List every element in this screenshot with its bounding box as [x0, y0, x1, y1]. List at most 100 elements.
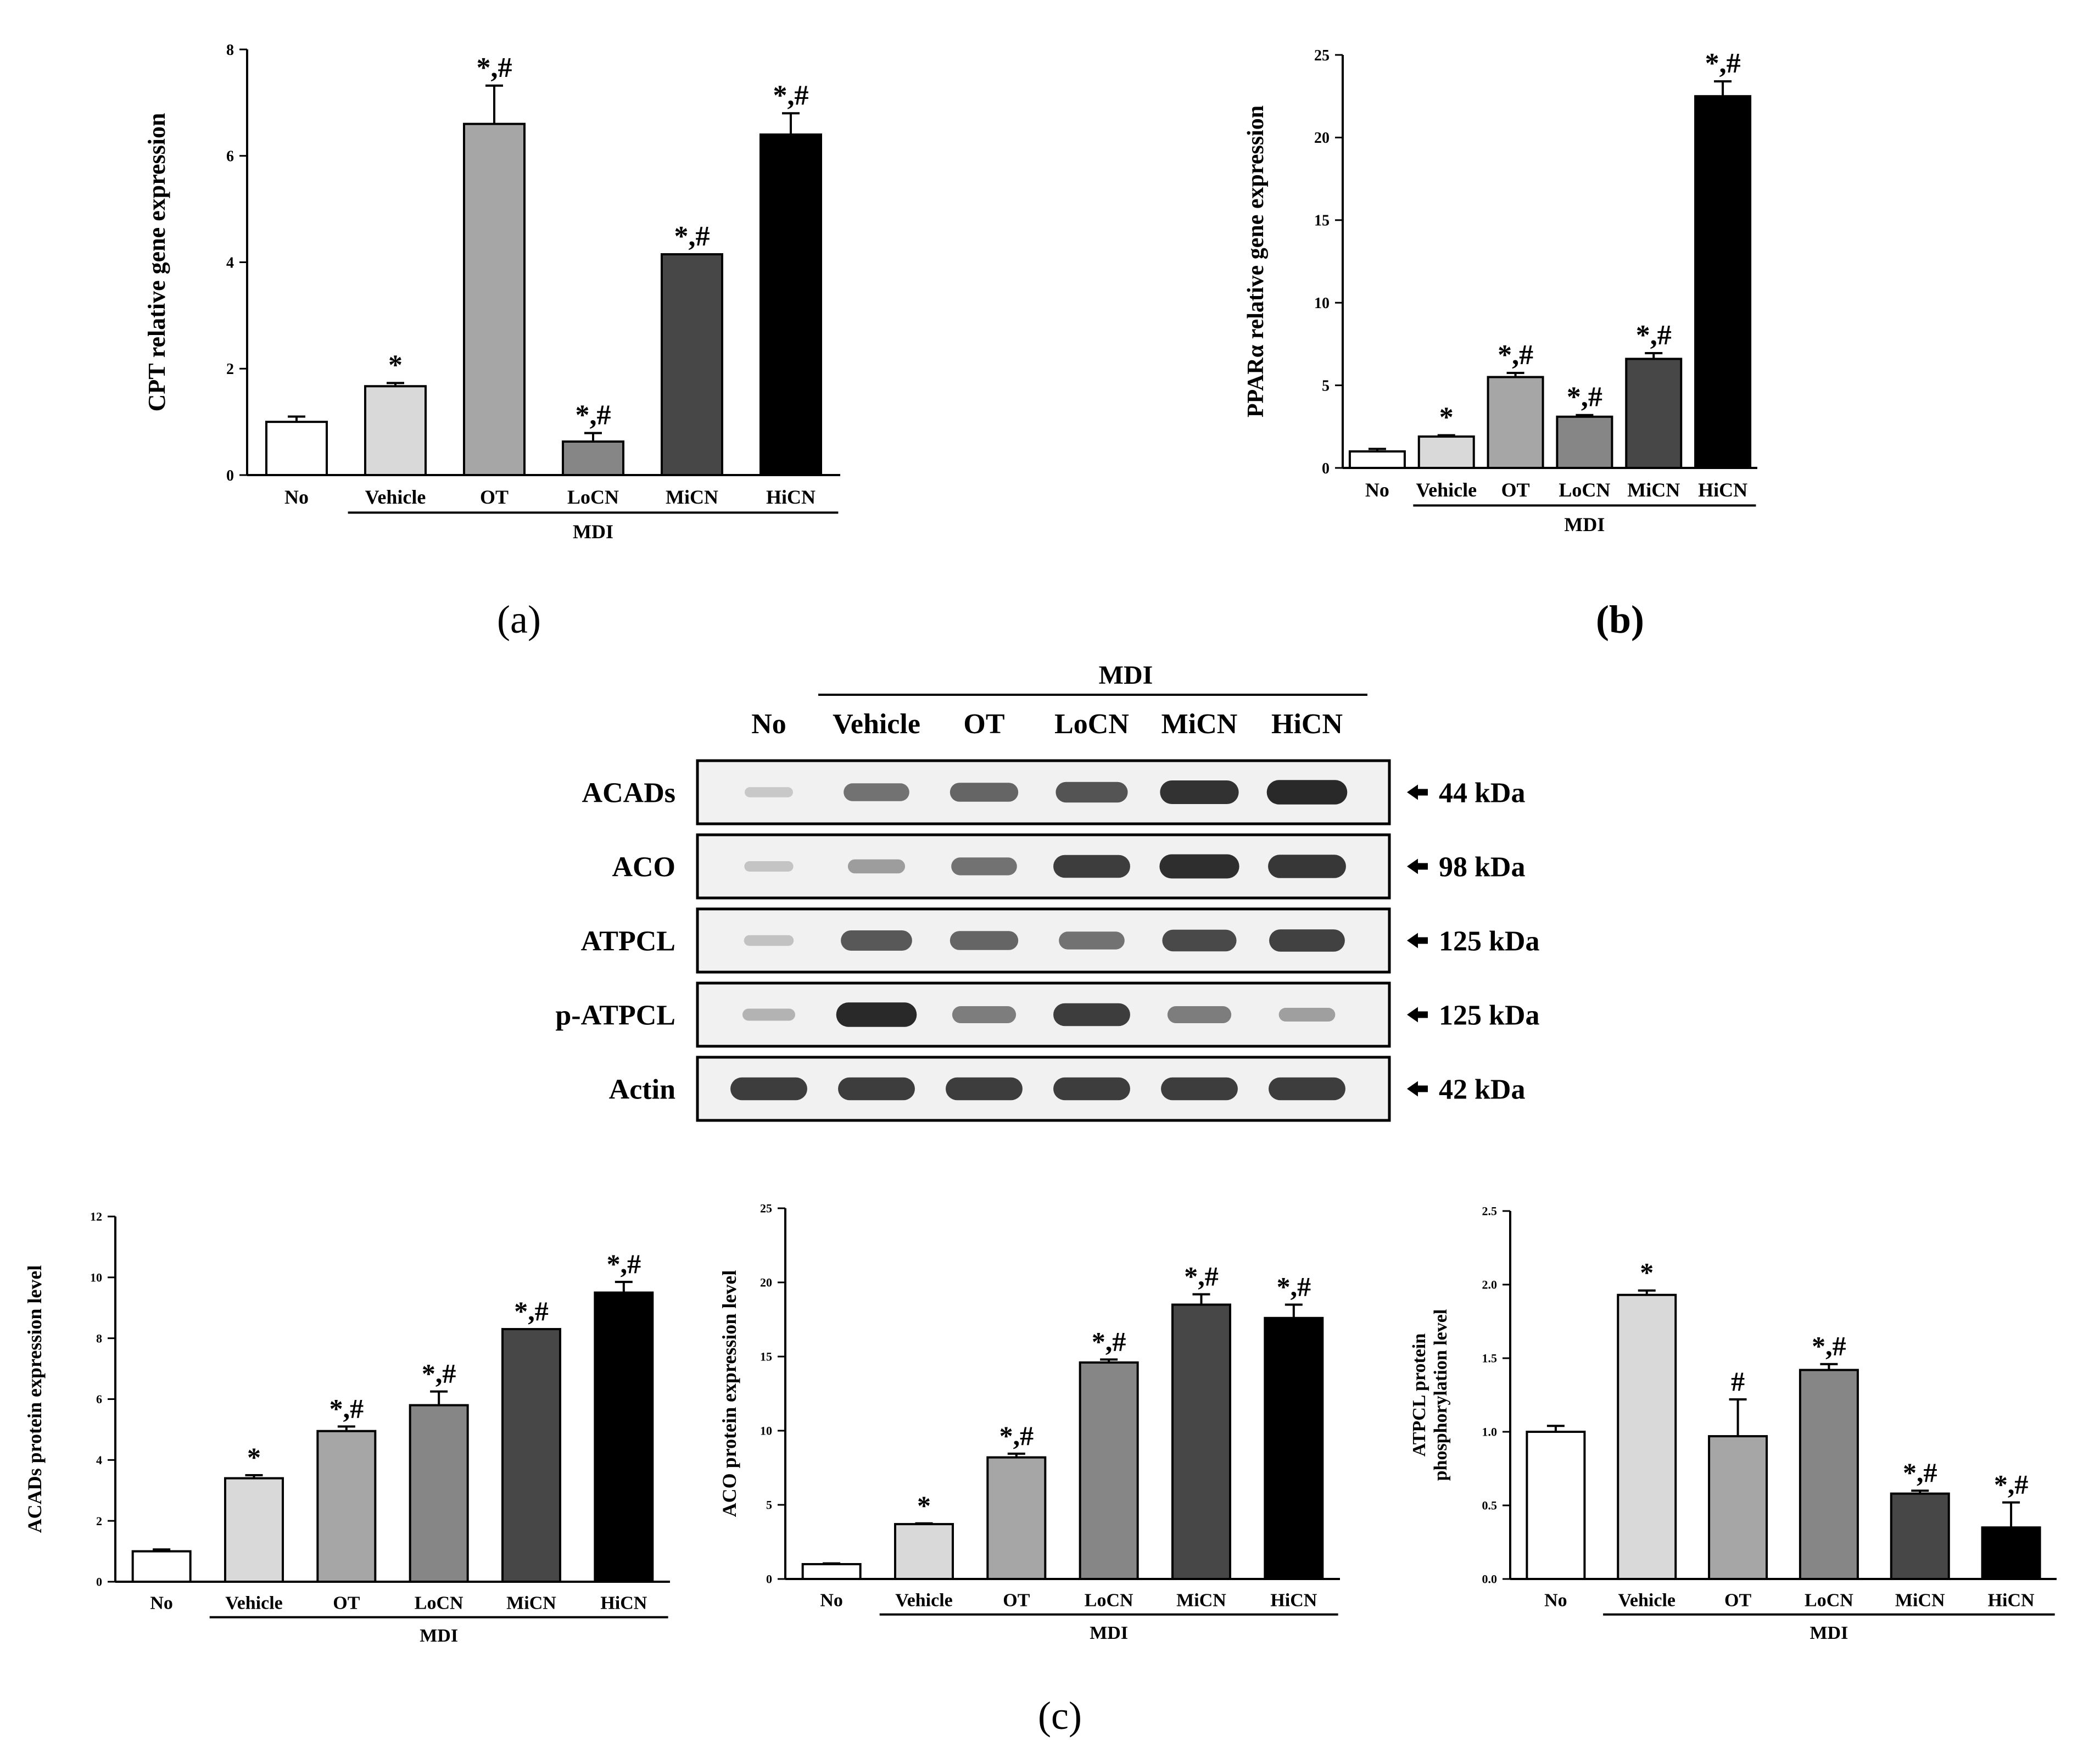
group-label: MDI	[420, 1626, 458, 1646]
blot-band	[742, 1008, 795, 1021]
y-tick-label: 4	[96, 1453, 102, 1467]
significance-label: *,#	[1567, 382, 1602, 413]
category-label-vehicle: Vehicle	[895, 1590, 953, 1610]
category-label-hicn: HiCN	[600, 1593, 647, 1613]
blot-protein-label: Actin	[609, 1074, 675, 1106]
category-label-vehicle: Vehicle	[1416, 479, 1477, 501]
category-label-locn: LoCN	[1559, 479, 1610, 501]
bar-micn	[661, 253, 723, 476]
bar-ot	[1708, 1435, 1768, 1581]
significance-label: *	[1439, 401, 1454, 433]
category-label-no: No	[1365, 479, 1389, 501]
significance-label: *,#	[514, 1296, 549, 1326]
bar-hicn	[594, 1291, 654, 1583]
category-label-micn: MiCN	[1895, 1590, 1945, 1610]
significance-label: *,#	[1498, 339, 1533, 371]
blot-band	[1053, 1003, 1130, 1026]
blot-band	[838, 1077, 915, 1101]
blot-band	[844, 783, 909, 801]
bar-micn	[1625, 358, 1683, 469]
category-label-locn: LoCN	[1805, 1590, 1853, 1610]
category-label-micn: MiCN	[1176, 1590, 1226, 1610]
bar-no	[265, 421, 328, 476]
bar-ot	[1487, 376, 1544, 469]
y-tick-label: 20	[760, 1276, 772, 1290]
y-tick-label: 0.5	[1482, 1499, 1498, 1513]
blot-group-label: MDI	[1099, 661, 1153, 690]
chart-patpcl: 0.0 0.5 1.0 1.5 2.0 2.5 ATPCL protein phosphory…	[1409, 1204, 2057, 1643]
bar-vehicle	[1617, 1293, 1677, 1580]
y-tick-label: 8	[96, 1331, 102, 1345]
blot-lane-label-micn: MiCN	[1161, 708, 1238, 740]
bar-no	[131, 1550, 192, 1583]
y-tick-label: 12	[90, 1210, 102, 1224]
chart-cpt: 0 2 4 6 8 CPT relative gene expression No * Vehi…	[143, 42, 840, 543]
y-axis-label: phosphorylation level	[1431, 1309, 1451, 1481]
category-label-ot: OT	[1501, 479, 1530, 501]
blot-band	[950, 931, 1019, 950]
y-axis-label: ATPCL protein	[1409, 1333, 1429, 1457]
blot-band	[1055, 782, 1128, 803]
blot-lane-label-locn: LoCN	[1054, 708, 1129, 740]
blot-band	[1162, 929, 1237, 952]
significance-label: *,#	[422, 1358, 456, 1389]
y-tick-label: 2	[226, 361, 234, 378]
y-axis-label: ACO protein expression level	[718, 1270, 740, 1517]
panel-label-a: (a)	[497, 598, 541, 641]
category-label-no: No	[284, 486, 309, 508]
significance-label: *	[917, 1490, 931, 1521]
category-label-no: No	[1544, 1590, 1567, 1610]
significance-label: *,#	[1184, 1261, 1219, 1292]
blot-band	[1161, 1077, 1238, 1101]
y-tick-label: 6	[226, 148, 234, 165]
blot-band	[744, 861, 794, 872]
significance-label: *,#	[576, 399, 611, 431]
chart-ppara: 0 5 10 15 20 25 PPARα relative gene expression…	[1243, 47, 1757, 535]
bar-ot	[463, 122, 526, 476]
group-label: MDI	[1809, 1623, 1848, 1643]
significance-label: *,#	[329, 1393, 364, 1424]
bar-ot	[316, 1430, 377, 1583]
blot-band	[1053, 855, 1130, 878]
blot-band	[841, 930, 912, 951]
significance-label: *	[247, 1442, 261, 1472]
blot-band	[1167, 1006, 1232, 1023]
blot-lane-label-vehicle: Vehicle	[833, 708, 920, 740]
significance-label: *,#	[773, 80, 809, 111]
group-label: MDI	[573, 521, 613, 543]
group-label: MDI	[1564, 514, 1605, 535]
y-tick-label: 0	[226, 467, 234, 484]
bar-locn	[562, 440, 624, 476]
category-label-micn: MiCN	[1627, 479, 1680, 501]
blot-arrow-icon	[1407, 1081, 1428, 1097]
y-axis-label: ACADs protein expression level	[24, 1265, 46, 1533]
blot-size-label: 42 kDa	[1439, 1074, 1525, 1106]
y-tick-label: 10	[760, 1424, 772, 1438]
significance-label: *,#	[1705, 48, 1741, 79]
category-label-vehicle: Vehicle	[365, 486, 426, 508]
blot-band	[1266, 780, 1348, 805]
category-label-locn: LoCN	[415, 1593, 463, 1613]
blot-band	[1268, 855, 1346, 878]
bar-vehicle	[224, 1477, 284, 1583]
blot-band	[1269, 1077, 1345, 1101]
significance-label: *,#	[1277, 1271, 1311, 1302]
y-tick-label: 0	[1322, 460, 1330, 477]
blot-band	[952, 1006, 1017, 1023]
bar-hicn	[1981, 1526, 2041, 1580]
blot-arrow-icon	[1407, 858, 1428, 874]
blot-band	[1159, 854, 1239, 879]
y-tick-label: 2.5	[1482, 1204, 1498, 1218]
y-tick-label: 20	[1314, 130, 1330, 147]
chart-acads: 0 2 4 6 8 10 12 ACADs protein expression level N…	[24, 1210, 670, 1646]
y-tick-label: 10	[90, 1271, 102, 1285]
blot-size-label: 125 kDa	[1439, 1000, 1539, 1031]
y-axis-label: PPARα relative gene expression	[1243, 105, 1269, 417]
blot-band	[950, 783, 1019, 802]
bar-micn	[1171, 1303, 1231, 1580]
blot-band	[1160, 780, 1239, 804]
bar-hicn	[1264, 1316, 1324, 1581]
category-label-micn: MiCN	[506, 1593, 556, 1613]
blot-lane-label-no: No	[751, 708, 786, 740]
significance-label: *,#	[477, 52, 512, 83]
